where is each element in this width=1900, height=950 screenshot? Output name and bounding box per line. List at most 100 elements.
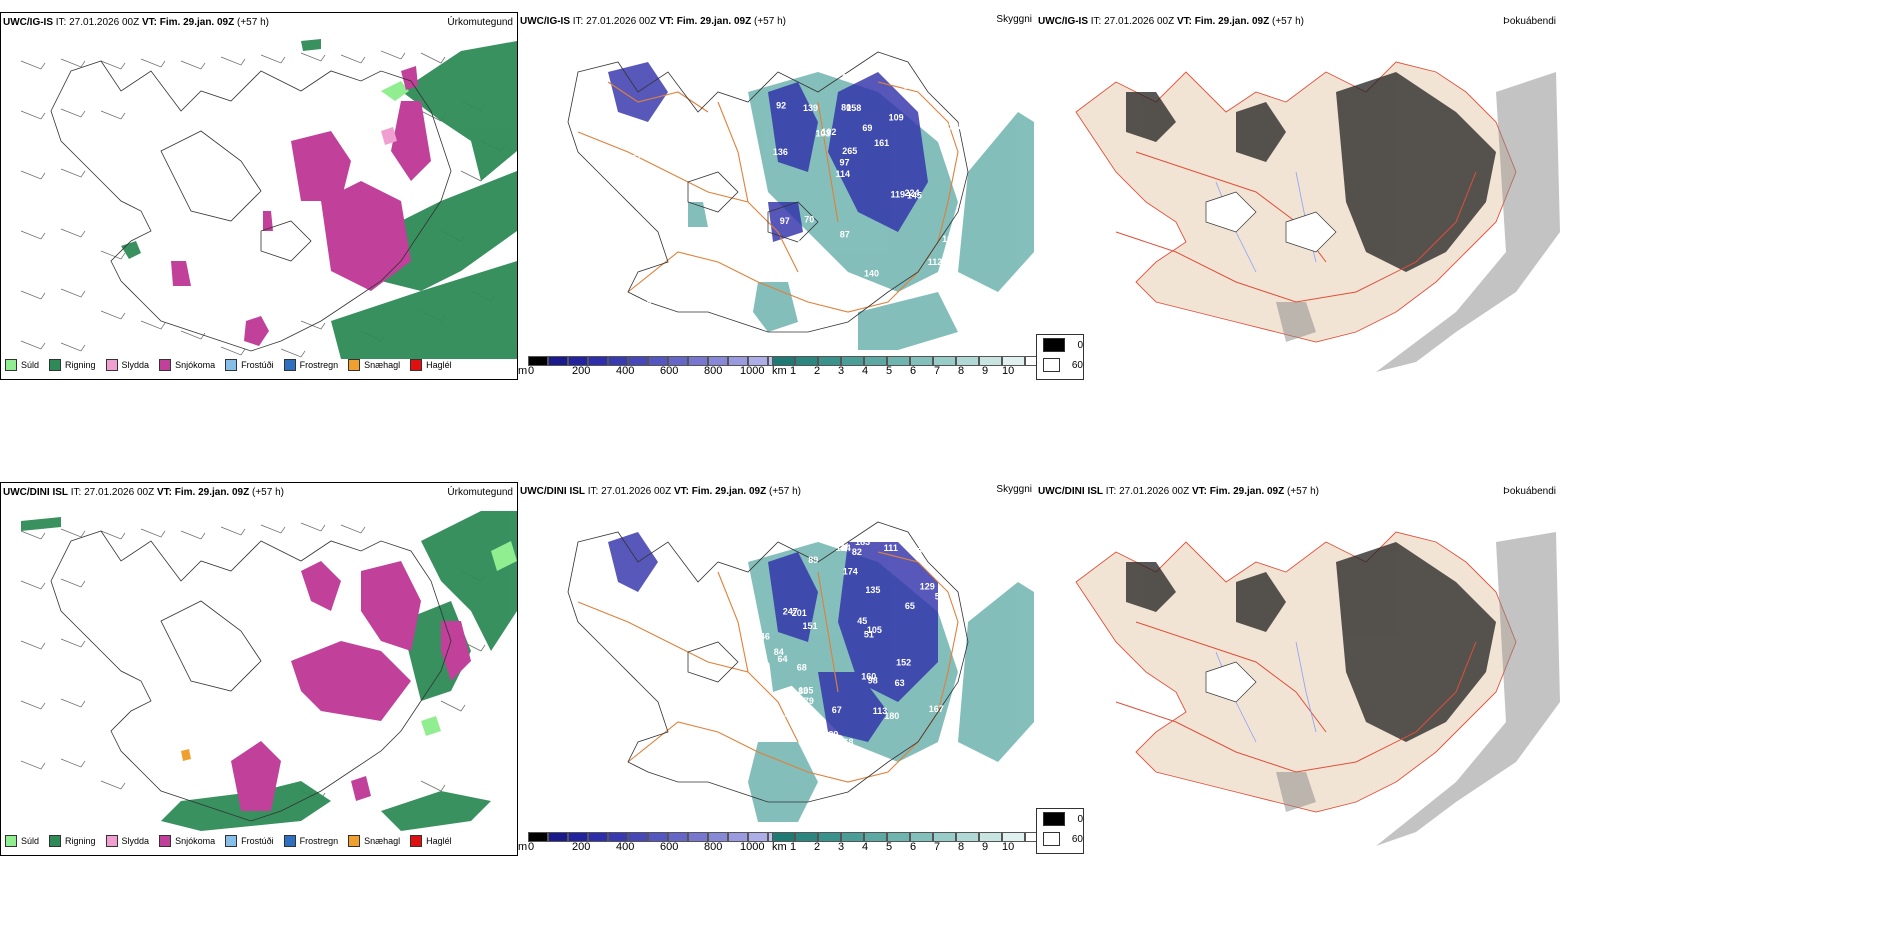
colorbar-tick: 0 [528,841,535,853]
panel-title: Þokuábendi [1503,16,1556,27]
cloudbase-label: 99 [904,81,914,91]
model-name: UWC/DINI ISL [520,486,585,497]
valid-time-label: VT: [156,487,172,498]
cloudbase-label: 94 [798,239,808,249]
colorbar-cells [772,356,1048,366]
colorbar-tick: 4 [862,841,869,853]
cloudbase-labels: 81 136 192 114 109 74 80 69 97 102 95 94 158 161 145 92… [631,72,983,309]
cloudbase-label: 92 [776,101,786,111]
drizzle-area [381,81,409,101]
legend-item-snow-pellets: Snæhagl [348,835,400,847]
cloudbase-label: 59 [784,709,794,719]
model-name: UWC/IG-IS [520,16,570,27]
fog-swatch [1043,832,1060,846]
colorbar-tick: 1 [790,841,797,853]
panel-title: Skyggni [996,484,1032,495]
colorbar-tick: 200 [572,841,591,853]
fog-legend: 0 60 [1036,808,1084,854]
colorbar-tick: 3 [838,841,845,853]
fog-grey [1276,72,1560,372]
precip-legend: Súld Rigning Slydda Snjókoma Frostúði Fr… [5,359,462,371]
cloudbase-label: 224 [905,188,920,198]
colorbar-tick: 9 [982,841,989,853]
cloudbase-label: 143 [968,140,983,150]
roads [577,551,959,783]
colorbar-tick: 6 [910,365,917,377]
lead-time: (+57 h) [1272,16,1304,27]
legend-swatch [5,359,17,371]
legend-item-sleet: Slydda [105,359,149,371]
cloudbase-label: 67 [832,705,842,715]
panel-header: UWC/IG-IS IT: 27.01.2026 00Z VT: Fim. 29… [520,16,786,27]
visibility-panel-2: UWC/DINI ISL IT: 27.01.2026 00Z VT: Fim.… [518,482,1084,856]
precip-panel-2: UWC/DINI ISL IT: 27.01.2026 00Z VT: Fim.… [0,482,518,856]
colorbar-tick: 3 [838,365,845,377]
cloudbase-label: 129 [920,582,935,592]
panel-header: UWC/DINI ISL IT: 27.01.2026 00Z VT: Fim.… [520,486,801,497]
legend-item-rain: Rigning [49,835,96,847]
cloudbase-label: 89 [808,555,818,565]
colorbar-tick: 1000 [740,365,765,377]
cloudbase-label: 95 [764,248,774,258]
colorbar-tick: 10 [1002,365,1015,377]
legend-swatch [159,359,172,371]
cloudbase-label: 161 [874,138,889,148]
cloudbase-label: 50 [935,592,945,602]
legend-item-freezing-rain: Frostregn [283,359,338,371]
visibility-map: 81 136 192 114 109 74 80 69 97 102 95 94 158 161 145 92… [567,51,1034,350]
colorbar-tick: 600 [660,365,679,377]
cloudbase-label: 82 [852,547,862,557]
cloudbase-label: 124 [836,543,851,553]
panel-title: Þokuábendi [1503,486,1556,497]
iceland-outline [567,521,969,803]
colorbar-tick: 2 [814,365,821,377]
precip-panel-1: UWC/IG-IS IT: 27.01.2026 00Z VT: Fim. 29… [0,12,518,380]
fog-legend-row: 60 [1037,829,1083,849]
valid-time: Fim. 29.jan. 09Z [174,487,250,498]
colorbar-tick: 800 [704,365,723,377]
legend-swatch [105,835,118,847]
cloudbase-label: 68 [797,662,807,672]
cloudbase-label: 63 [895,678,905,688]
legend-item-freezing-drizzle: Frostúði [225,835,274,847]
colorbar-tick: 4 [862,365,869,377]
glaciers [1205,191,1337,253]
cloudbase-label: 109 [889,113,904,123]
visibility-colorbar: km 1 2 3 4 5 6 7 8 9 10 [772,356,1048,380]
colorbar-tick: 600 [660,841,679,853]
legend-swatch [49,835,62,847]
row-2: UWC/DINI ISL IT: 27.01.2026 00Z VT: Fim.… [0,470,1900,950]
cloudbase-label: 140 [864,269,879,279]
drizzle-area [421,541,517,736]
snow-area [231,561,471,811]
legend-item-freezing-drizzle: Frostúði [225,359,274,371]
roads [1115,621,1477,773]
legend-swatch [49,359,62,371]
cloudbase-label: 138 [948,122,963,132]
lead-time: (+57 h) [1287,486,1319,497]
colorbar-tick: 6 [910,841,917,853]
model-name: UWC/IG-IS [1038,16,1088,27]
cloudbase-label: 151 [803,621,818,631]
visibility-panel-1: UWC/IG-IS IT: 27.01.2026 00Z VT: Fim. 29… [518,12,1084,380]
roads [577,81,959,313]
fog-grey [1276,532,1560,846]
panel-header: UWC/IG-IS IT: 27.01.2026 00Z VT: Fim. 29… [1038,16,1304,27]
panel-title: Úrkomutegund [447,487,513,498]
model-name: UWC/DINI ISL [3,487,68,498]
model-name: UWC/DINI ISL [1038,486,1103,497]
legend-item-snow-pellets: Snæhagl [348,359,400,371]
cloudbase-label: 152 [896,658,911,668]
colorbar-tick: 2 [814,841,821,853]
cloudbase-label: 97 [780,216,790,226]
valid-time: Fim. 29.jan. 09Z [676,16,752,27]
sleet-area [381,127,397,145]
cloudbase-label: 192 [948,93,963,103]
cloudbase-label: 103 [816,129,831,139]
cloudbase-label: 119 [891,189,906,199]
colorbar-tick: 8 [958,365,965,377]
valid-time-label: VT: [658,16,674,27]
precip-map [20,39,517,359]
cloudbase-label: 139 [803,103,818,113]
row-1: UWC/IG-IS IT: 27.01.2026 00Z VT: Fim. 29… [0,0,1900,470]
